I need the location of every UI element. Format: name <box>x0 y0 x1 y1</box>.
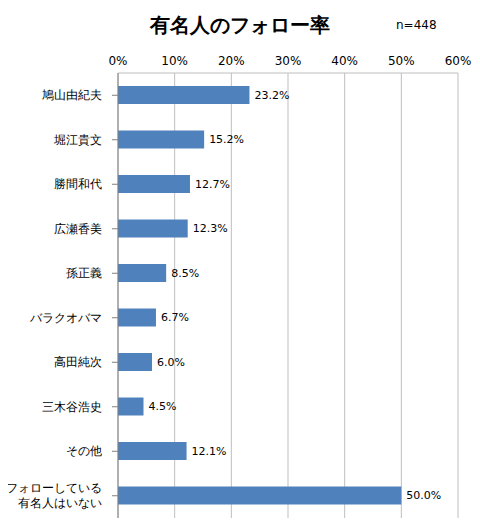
svg-text:60%: 60% <box>445 54 472 68</box>
svg-text:30%: 30% <box>275 54 302 68</box>
svg-text:12.7%: 12.7% <box>195 178 230 191</box>
svg-text:50%: 50% <box>388 54 415 68</box>
svg-text:4.5%: 4.5% <box>149 400 177 413</box>
svg-text:8.5%: 8.5% <box>171 267 199 280</box>
svg-text:孫正義: 孫正義 <box>66 266 102 280</box>
svg-text:20%: 20% <box>218 54 245 68</box>
svg-text:15.2%: 15.2% <box>209 133 244 146</box>
svg-text:その他: その他 <box>66 444 102 458</box>
svg-text:6.7%: 6.7% <box>161 311 189 324</box>
html-text:有名人のフォロー率: 有名人のフォロー率 <box>150 13 330 37</box>
svg-text:広瀬香美: 広瀬香美 <box>54 222 102 236</box>
svg-text:12.1%: 12.1% <box>192 445 227 458</box>
svg-text:40%: 40% <box>331 54 358 68</box>
svg-text:23.2%: 23.2% <box>254 89 289 102</box>
svg-text:フォローしている有名人はいない: フォローしている有名人はいない <box>8 481 102 510</box>
html-text:n=448: n=448 <box>396 18 437 32</box>
svg-text:高田純次: 高田純次 <box>54 355 102 369</box>
svg-text:0%: 0% <box>108 54 127 68</box>
svg-text:6.0%: 6.0% <box>157 356 185 369</box>
svg-text:12.3%: 12.3% <box>193 222 228 235</box>
svg-text:勝間和代: 勝間和代 <box>54 177 102 191</box>
svg-text:バラクオバマ: バラクオバマ <box>29 311 102 325</box>
svg-text:鳩山由紀夫: 鳩山由紀夫 <box>42 88 102 102</box>
svg-text:10%: 10% <box>161 54 188 68</box>
svg-text:50.0%: 50.0% <box>406 489 441 502</box>
svg-text:堀江貴文: 堀江貴文 <box>53 133 102 147</box>
svg-text:三木谷浩史: 三木谷浩史 <box>42 400 102 414</box>
